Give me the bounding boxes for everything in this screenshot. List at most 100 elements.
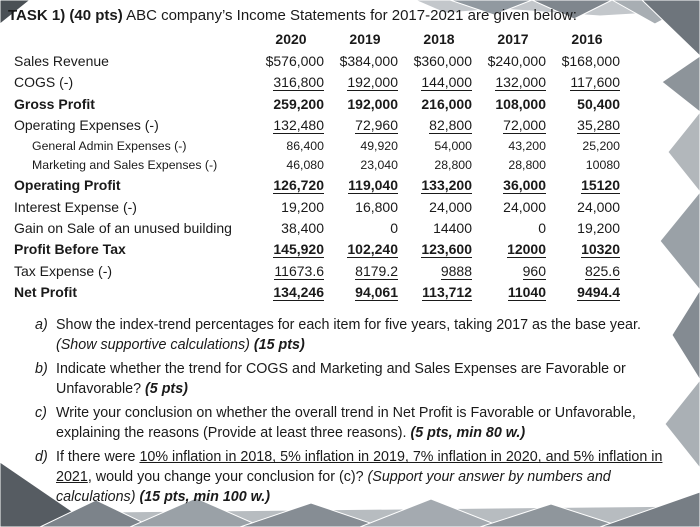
value-text: 24,000	[503, 198, 546, 215]
table-row: Sales Revenue $576,000 $384,000 $360,000 $24…	[10, 50, 624, 71]
table-row: Marketing and Sales Expenses (-) 46,080 23…	[10, 155, 624, 174]
question-text: Show the index-trend percentages for eac…	[56, 315, 680, 355]
cell-value: 9494.4	[550, 282, 624, 303]
row-label: Sales Revenue	[14, 52, 109, 69]
table-row: COGS (-) 316,800 192,000 144,000 132,000 117,…	[10, 72, 624, 93]
value-text: $384,000	[339, 52, 398, 69]
row-label: Net Profit	[14, 284, 77, 301]
value-text: $576,000	[265, 52, 324, 69]
cell-value: 54,000	[402, 136, 476, 155]
value-text: 23,040	[360, 157, 398, 172]
value-text: 50,400	[577, 95, 620, 112]
question-segment: (5 pts, min 80 w.)	[410, 425, 526, 442]
question-segment: (Support your answer by numbers and calc…	[56, 469, 611, 506]
cell-value: 15120	[550, 175, 624, 196]
value-text: 86,400	[286, 138, 324, 153]
value-text: 16,800	[355, 198, 398, 215]
cell-value: 12000	[476, 239, 550, 260]
cell-value: 192,000	[328, 93, 402, 114]
row-label: Operating Profit	[14, 177, 121, 194]
question-item: b) Indicate whether the trend for COGS an…	[35, 359, 680, 399]
cell-value: 72,960	[328, 115, 402, 136]
cell-value: 0	[476, 217, 550, 238]
question-text: If there were 10% inflation in 2018, 5% …	[56, 447, 680, 507]
cell-value: 11040	[476, 282, 550, 303]
cell-value: 16,800	[328, 196, 402, 217]
value-text: 35,280	[577, 117, 620, 135]
value-text: 132,000	[495, 74, 546, 92]
value-text: 94,061	[355, 284, 398, 302]
question-marker: b)	[35, 361, 48, 378]
income-statement-table: 2020 2019 2018 2017 2016 Sales Revenue $576,0…	[10, 29, 624, 304]
table-row: Tax Expense (-) 11673.6 8179.2 9888 960 825.6	[10, 260, 624, 281]
cell-value: 192,000	[328, 72, 402, 93]
value-text: 9888	[440, 262, 472, 280]
value-text: 10080	[585, 157, 620, 172]
cell-value: 216,000	[402, 93, 476, 114]
question-segment: Show the index-trend percentages for eac…	[56, 317, 641, 334]
table-row: Gross Profit 259,200 192,000 216,000 108,000…	[10, 93, 624, 114]
cell-value: 43,200	[476, 136, 550, 155]
cell-value: 102,240	[328, 239, 402, 260]
cell-value: 133,200	[402, 175, 476, 196]
value-text: 102,240	[347, 241, 398, 259]
table-header-row: 2020 2019 2018 2017 2016	[10, 29, 624, 50]
row-label: General Admin Expenses (-)	[32, 138, 187, 153]
value-text: 259,200	[273, 95, 324, 112]
cell-value: 49,920	[328, 136, 402, 155]
value-text: 25,200	[582, 138, 620, 153]
table-row: Gain on Sale of an unused building 38,400…	[10, 217, 624, 238]
cell-value: $576,000	[254, 50, 328, 71]
year-header: 2020	[275, 31, 307, 48]
value-text: 49,920	[360, 138, 398, 153]
question-segment: (5 pts)	[145, 381, 188, 398]
value-text: 316,800	[273, 74, 324, 92]
cell-value: 50,400	[550, 93, 624, 114]
cell-value: 134,246	[254, 282, 328, 303]
header-spacer	[10, 29, 254, 50]
cell-value: $240,000	[476, 50, 550, 71]
value-text: 119,040	[348, 177, 398, 195]
year-header: 2018	[423, 31, 455, 48]
year-header: 2017	[497, 31, 529, 48]
question-item: d) If there were 10% inflation in 2018, 5…	[35, 447, 680, 507]
value-text: 11673.6	[274, 262, 324, 280]
value-text: 960	[522, 262, 546, 280]
value-text: 8179.2	[355, 262, 398, 280]
value-text: 24,000	[429, 198, 472, 215]
cell-value: 9888	[402, 260, 476, 281]
question-item: c) Write your conclusion on whether the o…	[35, 403, 680, 443]
task-title-bold: TASK 1) (40 pts)	[8, 7, 123, 24]
value-text: 132,480	[273, 117, 324, 135]
cell-value: 25,200	[550, 136, 624, 155]
question-item: a) Show the index-trend percentages for e…	[35, 315, 680, 355]
value-text: 19,200	[577, 219, 620, 236]
row-label: Interest Expense (-)	[14, 198, 137, 215]
cell-value: 24,000	[476, 196, 550, 217]
value-text: 46,080	[286, 157, 324, 172]
value-text: 113,712	[422, 284, 472, 302]
value-text: 216,000	[421, 95, 472, 112]
value-text: 11040	[507, 284, 546, 302]
question-segment: Indicate whether the trend for COGS and …	[56, 361, 626, 398]
value-text: 192,000	[347, 74, 398, 92]
cell-value: 23,040	[328, 155, 402, 174]
value-text: 108,000	[495, 95, 546, 112]
value-text: 54,000	[434, 138, 472, 153]
value-text: 14400	[433, 219, 472, 236]
cell-value: 86,400	[254, 136, 328, 155]
value-text: 123,600	[421, 241, 472, 259]
table-row: Interest Expense (-) 19,200 16,800 24,000 24…	[10, 196, 624, 217]
value-text: $360,000	[413, 52, 472, 69]
question-segment: (Show supportive calculations)	[56, 337, 254, 354]
cell-value: $168,000	[550, 50, 624, 71]
task-title: TASK 1) (40 pts) ABC company’s Income St…	[8, 7, 690, 26]
cell-value: $360,000	[402, 50, 476, 71]
value-text: $168,000	[561, 52, 620, 69]
cell-value: 35,280	[550, 115, 624, 136]
value-text: 134,246	[273, 284, 324, 302]
question-marker: d)	[35, 449, 48, 466]
cell-value: 132,480	[254, 115, 328, 136]
cell-value: 960	[476, 260, 550, 281]
